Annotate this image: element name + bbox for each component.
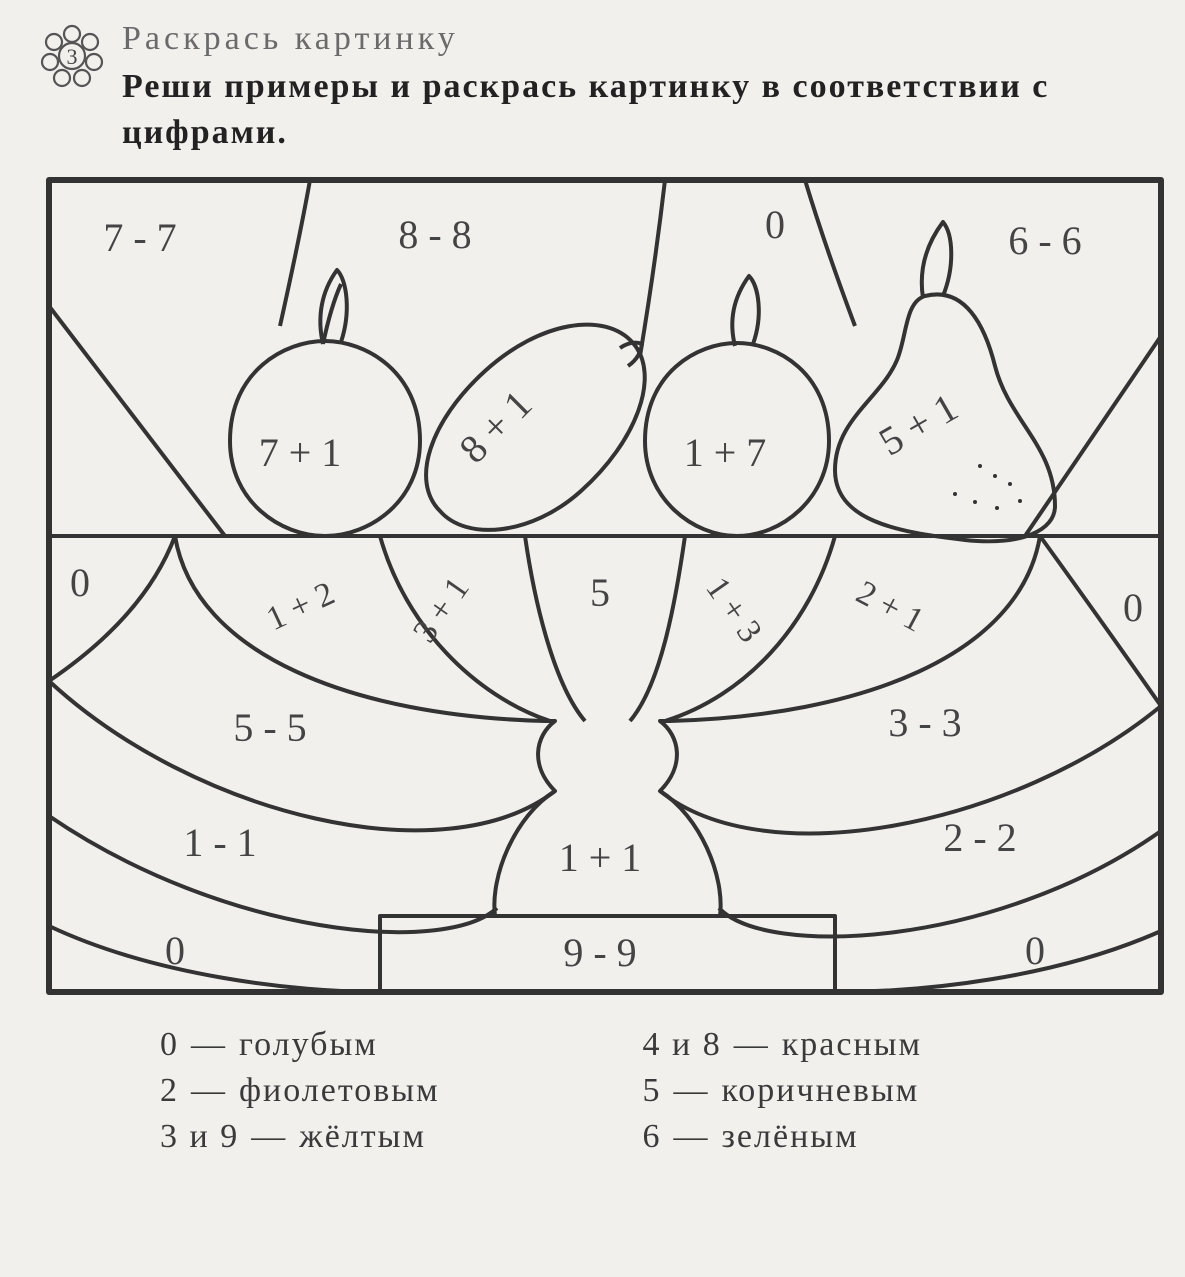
region-label-arc1r: 3 - 3: [888, 700, 961, 745]
exercise-header: 3 Раскрась картинку Реши примеры и раскр…: [20, 20, 1165, 156]
legend-row: 0 — голубым: [160, 1026, 603, 1064]
legend-row: 2 — фиолетовым: [160, 1072, 603, 1110]
region-label-bowl1: 1 + 2: [261, 575, 340, 638]
coloring-picture: 7 - 78 - 806 - 67 + 18 + 11 + 75 + 1001 …: [45, 176, 1140, 996]
title-line2: Реши примеры и раскрась картинку в соотв…: [122, 64, 1165, 156]
region-label-arc1l: 5 - 5: [233, 705, 306, 750]
region-label-bowl4: 1 + 3: [698, 570, 769, 649]
region-label-bl0: 0: [165, 928, 185, 973]
region-label-arc2r: 2 - 2: [943, 815, 1016, 860]
region-label-pear: 5 + 1: [871, 384, 965, 464]
legend-num: 4 и 8: [643, 1026, 722, 1063]
legend-dash: —: [674, 1118, 710, 1155]
legend-color-name: жёлтым: [299, 1118, 426, 1155]
region-label-base: 9 - 9: [563, 930, 636, 975]
region-label-tl: 7 - 7: [103, 215, 176, 260]
flower-badge-icon: 3: [40, 24, 104, 88]
legend-row: 6 — зелёным: [643, 1118, 1086, 1156]
region-label-arc2l: 1 - 1: [183, 820, 256, 865]
legend-num: 0: [160, 1026, 179, 1063]
legend-color-name: коричневым: [722, 1072, 920, 1109]
exercise-number: 3: [67, 44, 78, 69]
region-label-bowl5: 2 + 1: [850, 574, 929, 640]
legend-dash: —: [191, 1072, 227, 1109]
region-label-apple2: 1 + 7: [684, 430, 767, 475]
legend-color-name: фиолетовым: [239, 1072, 440, 1109]
legend-dash: —: [191, 1026, 227, 1063]
legend-row: 5 — коричневым: [643, 1072, 1086, 1110]
legend-row: 4 и 8 — красным: [643, 1026, 1086, 1064]
title-line1: Раскрась картинку: [122, 20, 1165, 58]
region-label-stem: 1 + 1: [559, 835, 642, 880]
color-legend: 0 — голубым 4 и 8 — красным 2 — фиолетовым 5 — кори…: [160, 1026, 1085, 1156]
region-label-tr: 6 - 6: [1008, 218, 1081, 263]
region-label-left0: 0: [70, 560, 90, 605]
legend-color-name: красным: [782, 1026, 922, 1063]
legend-color-name: голубым: [239, 1026, 378, 1063]
region-label-tc2: 0: [765, 202, 785, 247]
region-label-apple1: 7 + 1: [259, 430, 342, 475]
legend-color-name: зелёным: [722, 1118, 859, 1155]
legend-dash: —: [734, 1026, 770, 1063]
title-block: Раскрась картинку Реши примеры и раскрас…: [122, 20, 1165, 156]
region-label-bowl3: 5: [590, 570, 610, 615]
fruit-bowl-drawing: 7 - 78 - 806 - 67 + 18 + 11 + 75 + 1001 …: [45, 176, 1165, 996]
legend-row: 3 и 9 — жёлтым: [160, 1118, 603, 1156]
region-label-tc1: 8 - 8: [398, 212, 471, 257]
region-label-right0: 0: [1123, 585, 1143, 630]
legend-dash: —: [251, 1118, 287, 1155]
legend-num: 3 и 9: [160, 1118, 239, 1155]
legend-num: 6: [643, 1118, 662, 1155]
legend-num: 5: [643, 1072, 662, 1109]
legend-dash: —: [674, 1072, 710, 1109]
region-label-bowl2: 3 + 1: [406, 570, 477, 649]
legend-num: 2: [160, 1072, 179, 1109]
region-label-br0: 0: [1025, 928, 1045, 973]
